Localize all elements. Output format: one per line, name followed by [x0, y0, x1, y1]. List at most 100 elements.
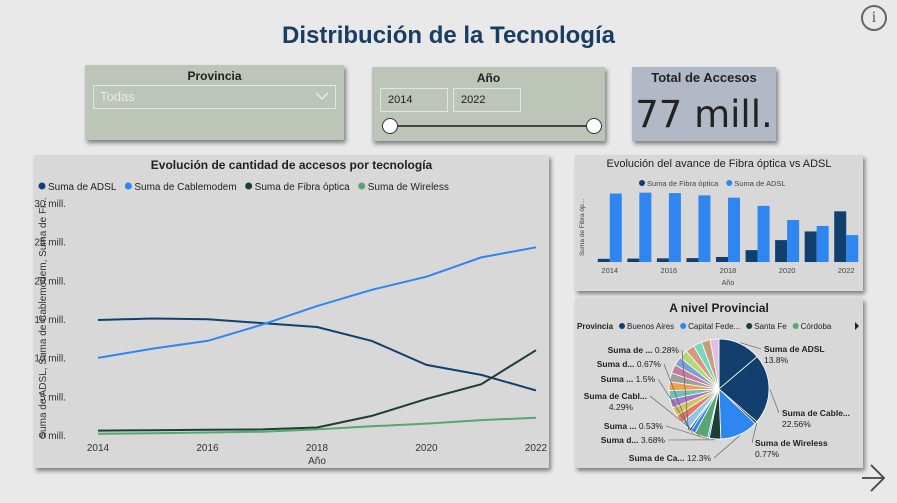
y-tick-label: 0 mill.	[40, 431, 66, 442]
bar-suma-de-adsl-2019	[757, 205, 770, 262]
legend-dot-cordoba	[792, 323, 799, 329]
pie-label-pct: 13.8%	[764, 355, 789, 365]
next-page-arrow-icon[interactable]	[856, 460, 888, 496]
pie-leader-line	[769, 389, 780, 414]
chevron-down-icon	[315, 92, 329, 101]
pie-label-pct: 4.29%	[609, 402, 634, 412]
pie-label: Suma d... 3.68%	[601, 435, 666, 445]
legend-dot-capital-fede	[680, 323, 687, 329]
legend-label-suma-de-fibra-optica: Suma de Fibra óptica	[647, 179, 719, 188]
series-line-suma-de-adsl	[97, 317, 537, 392]
pie-label-pct: 3.68%	[641, 435, 666, 445]
pie-leader-line	[751, 423, 757, 444]
pie-label: Suma de Ca... 12.3%	[629, 453, 712, 463]
legend-label-cordoba: Córdoba	[801, 322, 832, 331]
pie-label: Suma de ... 0.28%	[608, 345, 680, 355]
x-tick-label: 2020	[415, 443, 438, 454]
line-chart: Suma de ADSL Suma de Cablemodem Suma de Fi…	[34, 182, 548, 467]
x-tick-label: 2014	[87, 443, 110, 454]
pie-leader-line	[649, 395, 702, 437]
year-range-track[interactable]	[390, 125, 594, 127]
bar-suma-de-fibra-optica-2021	[804, 231, 817, 262]
provincia-selected-value: Todas	[100, 89, 135, 104]
legend-label-suma-de-adsl: Suma de ADSL	[734, 179, 785, 188]
legend-dot-suma-de-cablemodem	[124, 182, 132, 190]
provincia-dropdown[interactable]: Todas	[93, 85, 336, 109]
kpi-value: 77 mill.	[635, 93, 773, 136]
year-range-max-handle[interactable]	[586, 118, 602, 134]
y-axis-label: Suma de ADSL, Suma de Cablemodem, Suma d…	[38, 197, 49, 438]
line-chart-title: Evolución de cantidad de accesos por tec…	[150, 158, 433, 172]
legend-label-suma-de-cablemodem: Suma de Cablemodem	[134, 182, 236, 193]
x-tick-label: 2022	[838, 266, 855, 275]
pie-label-name: Suma d...	[601, 435, 641, 445]
pie-label-pct: 0.77%	[755, 449, 780, 459]
y-tick-label: 25 mill.	[34, 238, 66, 249]
y-axis-label: Suma de Fibra óp...	[579, 199, 586, 256]
total-accesos-card: Total de Accesos 77 mill.	[632, 67, 776, 141]
bar-suma-de-fibra-optica-2014	[597, 258, 610, 262]
x-tick-label: 2018	[306, 443, 329, 454]
pie-label-name: Suma ...	[601, 374, 636, 384]
anio-slicer: Año 2014 2022	[372, 67, 605, 141]
pie-label-name: Suma de ADSL	[764, 344, 825, 354]
x-tick-label: 2018	[720, 266, 737, 275]
y-tick-label: 10 mill.	[34, 354, 66, 365]
provincia-slicer-title: Provincia	[187, 69, 242, 83]
legend-dot-suma-de-wireless	[358, 182, 366, 190]
legend-label-capital-fede: Capital Fede...	[688, 322, 740, 331]
bar-suma-de-adsl-2017	[698, 195, 711, 262]
bar-suma-de-adsl-2016	[668, 193, 681, 262]
pie-leader-line	[663, 363, 690, 431]
pie-label-name: Suma ...	[604, 421, 639, 431]
bar-chart: Suma de Fibra óptica Suma de ADSL 2014 2016…	[579, 179, 859, 287]
pie-label-pct: 22.56%	[782, 419, 811, 429]
pie-label-pct: 1.5%	[636, 374, 656, 384]
legend-more-arrow-icon	[855, 322, 859, 330]
pie-label-pct: 12.3%	[687, 453, 712, 463]
year-range-min-handle[interactable]	[382, 118, 398, 134]
line-chart-panel: Evolución de cantidad de accesos por tec…	[34, 155, 549, 468]
year-from-input[interactable]: 2014	[380, 88, 448, 112]
pie-label-name: Suma de Cabl...	[584, 391, 647, 401]
bar-suma-de-adsl-2014	[609, 193, 622, 262]
pie-label: Suma ... 0.53%	[604, 421, 664, 431]
provincia-slicer: Provincia Todas	[85, 65, 344, 140]
legend-dot-suma-de-adsl	[38, 182, 46, 190]
anio-slicer-title: Año	[476, 71, 501, 85]
pie-leader-line	[665, 425, 709, 440]
pie-label: Suma d... 0.67%	[597, 359, 662, 369]
legend-label-santa-fe: Santa Fe	[754, 322, 787, 331]
pie-label-name: Suma de Wireless	[755, 438, 828, 448]
legend-label-suma-de-wireless: Suma de Wireless	[368, 182, 449, 193]
bar-suma-de-adsl-2021	[816, 225, 829, 262]
info-button[interactable]: i	[861, 5, 887, 31]
pie-chart: Provincia Buenos Aires Capital Fede... Sant…	[577, 322, 859, 463]
bar-chart-panel: Evolución del avance de Fibra óptica vs …	[575, 155, 863, 291]
y-tick-label: 15 mill.	[34, 315, 66, 326]
pie-label-name: Suma de Cable...	[782, 408, 850, 418]
bar-suma-de-fibra-optica-2019	[745, 250, 758, 262]
pie-label-name: Suma d...	[597, 359, 637, 369]
bar-suma-de-fibra-optica-2017	[686, 258, 699, 262]
x-tick-label: 2016	[196, 443, 219, 454]
kpi-title: Total de Accesos	[651, 70, 757, 85]
bar-suma-de-adsl-2015	[639, 192, 652, 262]
year-to-input[interactable]: 2022	[453, 88, 521, 112]
legend-label-suma-de-adsl: Suma de ADSL	[48, 182, 117, 193]
pie-label-pct: 0.53%	[639, 421, 664, 431]
series-line-suma-de-fibra-optica	[97, 349, 537, 432]
pie-label: Suma ... 1.5%	[601, 374, 656, 384]
x-tick-label: 2020	[779, 266, 796, 275]
legend-title: Provincia	[577, 322, 614, 331]
x-tick-label: 2014	[601, 266, 618, 275]
x-tick-label: 2022	[525, 443, 548, 454]
pie-chart-panel: A nivel Provincial Provincia Buenos Aires…	[575, 298, 863, 468]
y-tick-label: 5 mill.	[40, 392, 66, 403]
bar-suma-de-fibra-optica-2015	[627, 258, 640, 262]
bar-suma-de-fibra-optica-2020	[775, 240, 788, 262]
legend-label-buenos-aires: Buenos Aires	[627, 322, 674, 331]
bar-chart-title: Evolución del avance de Fibra óptica vs …	[606, 158, 832, 170]
bar-suma-de-adsl-2018	[728, 197, 740, 262]
series-line-suma-de-cablemodem	[97, 246, 537, 359]
